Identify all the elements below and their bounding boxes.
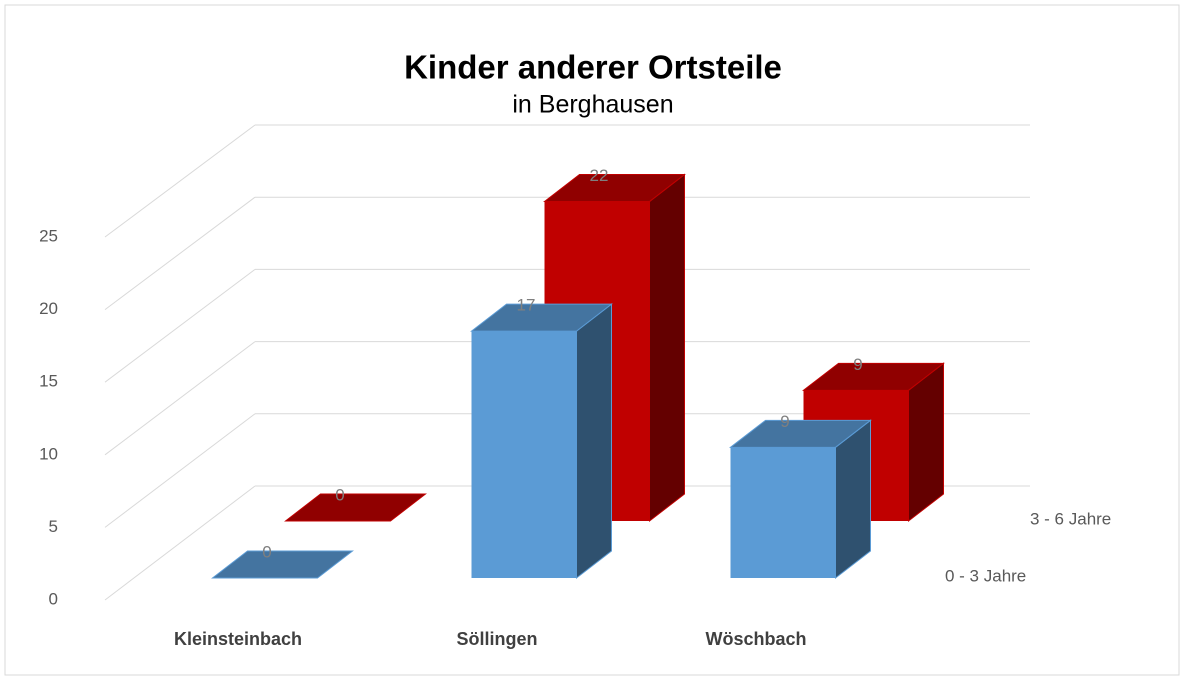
bar-side	[576, 303, 612, 580]
value-label: 0	[335, 485, 344, 504]
y-tick-label: 20	[39, 299, 58, 318]
grid-line	[104, 341, 256, 456]
bar-side	[835, 419, 871, 580]
bar-top	[729, 419, 872, 448]
bar-side	[649, 173, 685, 523]
bar	[729, 419, 872, 580]
bar-top	[543, 174, 686, 203]
x-tick-label: Söllingen	[457, 629, 538, 649]
y-tick-label: 10	[39, 444, 58, 463]
grid-line	[104, 269, 256, 383]
chart-subtitle: in Berghausen	[512, 91, 673, 119]
value-label: 0	[262, 542, 271, 561]
legend-label: 0 - 3 Jahre	[945, 566, 1026, 585]
y-tick-label: 25	[39, 226, 58, 245]
bar	[470, 303, 613, 580]
value-label: 22	[590, 166, 609, 185]
bar	[284, 493, 427, 522]
bar-top	[802, 362, 945, 391]
x-tick-label: Wöschbach	[705, 629, 806, 649]
value-label: 9	[853, 355, 862, 374]
bar-top	[470, 303, 613, 332]
bar-top	[211, 550, 354, 579]
y-tick-label: 15	[39, 372, 58, 391]
grid-line	[104, 196, 256, 311]
chart-title: Kinder anderer Ortsteile	[404, 49, 782, 86]
x-tick-label: Kleinsteinbach	[174, 629, 302, 649]
y-tick-label: 0	[49, 589, 58, 608]
value-label: 17	[517, 296, 536, 315]
value-label: 9	[780, 412, 789, 431]
grid-line	[104, 413, 256, 528]
grid-line	[104, 124, 256, 238]
bar-side	[908, 362, 944, 523]
bar	[211, 550, 354, 579]
grid-line	[104, 485, 256, 601]
bar-front	[730, 447, 836, 578]
legend-label: 3 - 6 Jahre	[1030, 509, 1111, 528]
y-tick-label: 5	[49, 517, 58, 536]
bar-front	[471, 331, 577, 578]
bar-top	[284, 493, 427, 522]
